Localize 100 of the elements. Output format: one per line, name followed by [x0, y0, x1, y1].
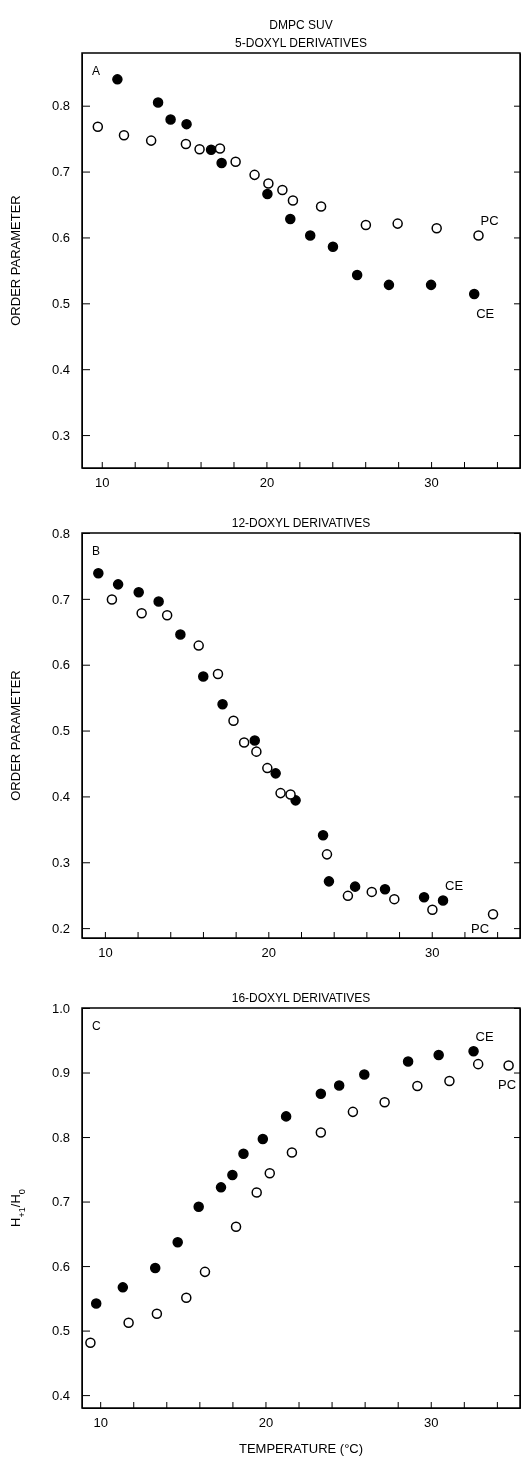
point: [216, 157, 227, 169]
point: [112, 74, 123, 85]
chart-subtitle: 5-DOXYL DERIVATIVES: [235, 36, 367, 50]
point: [106, 594, 118, 605]
point: [360, 219, 372, 231]
point: [366, 886, 378, 898]
y-tick-label: 0.5: [51, 295, 70, 311]
x-tick-label: 10: [93, 1415, 108, 1431]
y-tick-label: 0.2: [51, 920, 70, 936]
point: [473, 230, 484, 241]
point: [251, 1187, 262, 1198]
annotation: B: [92, 544, 101, 558]
point: [333, 1080, 345, 1091]
series-label: CE: [445, 878, 464, 894]
y-axis-title: ORDER PARAMETER: [8, 670, 23, 801]
point: [152, 97, 164, 108]
point: [145, 135, 157, 146]
y-tick-label: 0.7: [51, 1194, 70, 1210]
y-tick-label: 0.7: [51, 164, 70, 180]
x-tick-label: 30: [425, 945, 440, 961]
point: [133, 587, 144, 598]
point: [342, 890, 354, 902]
point: [317, 830, 329, 841]
point: [351, 269, 363, 281]
y-tick-label: 0.9: [51, 1065, 70, 1081]
point: [193, 640, 204, 651]
y-tick-label: 0.3: [51, 854, 70, 870]
point: [437, 895, 449, 906]
point: [180, 138, 192, 150]
point: [92, 121, 104, 133]
point: [238, 737, 250, 748]
point: [149, 1262, 161, 1274]
point: [412, 1080, 423, 1092]
point: [468, 1045, 479, 1057]
point: [153, 596, 164, 607]
point: [215, 1182, 227, 1193]
series-label: CE: [475, 1029, 494, 1045]
point: [193, 1201, 204, 1212]
point: [347, 1106, 359, 1118]
x-tick-label: 20: [259, 475, 275, 491]
point: [433, 1049, 444, 1061]
point: [427, 904, 438, 915]
y-tick-label: 0.8: [51, 1129, 70, 1145]
y-tick-label: 0.5: [51, 1323, 70, 1339]
point: [181, 1292, 192, 1303]
x-tick-label: 20: [261, 945, 277, 961]
point: [238, 1148, 249, 1160]
y-axis-title: ORDER PARAMETER: [8, 195, 23, 326]
point: [199, 1266, 211, 1278]
point: [418, 891, 430, 903]
point: [321, 849, 333, 860]
series-label: PC: [480, 213, 499, 229]
y-tick-label: 1.0: [51, 1000, 70, 1016]
point: [323, 876, 335, 887]
point: [172, 1236, 183, 1248]
y-tick-label: 0.3: [51, 427, 70, 443]
chart-title: DMPC SUV: [269, 18, 333, 32]
point: [175, 629, 186, 640]
point: [151, 1308, 163, 1320]
point: [117, 1282, 129, 1293]
point: [315, 201, 327, 212]
point: [181, 118, 192, 130]
point: [93, 567, 104, 579]
point: [270, 768, 281, 779]
point: [262, 762, 273, 774]
point: [280, 1111, 292, 1122]
point: [472, 1058, 484, 1070]
point: [264, 1167, 276, 1179]
y-tick-label: 0.6: [51, 230, 70, 246]
point: [444, 1075, 455, 1087]
chart-title: 12-DOXYL DERIVATIVES: [231, 516, 371, 530]
point: [123, 1317, 134, 1329]
point: [230, 156, 241, 167]
y-tick-label: 0.8: [51, 525, 70, 541]
y-tick-label: 0.4: [51, 789, 70, 805]
point: [277, 184, 288, 196]
point: [349, 881, 361, 892]
point: [161, 610, 173, 621]
y-tick-label: 0.7: [51, 591, 70, 607]
point: [90, 1298, 102, 1309]
point: [468, 288, 480, 300]
point: [85, 1337, 96, 1349]
point: [392, 218, 403, 229]
point: [487, 909, 499, 920]
annotation: A: [92, 64, 101, 78]
annotation: C: [92, 1019, 101, 1033]
y-tick-label: 0.6: [51, 657, 70, 673]
point: [262, 188, 273, 200]
point: [112, 579, 124, 590]
x-tick-label: 30: [424, 475, 439, 491]
x-tick-label: 10: [95, 475, 110, 491]
point: [285, 789, 296, 800]
point: [249, 169, 260, 181]
chart-title: 16-DOXYL DERIVATIVES: [231, 991, 371, 1005]
point: [214, 143, 226, 154]
point: [286, 1147, 298, 1158]
point: [379, 1096, 390, 1108]
y-tick-label: 0.4: [51, 361, 70, 377]
point: [402, 1056, 414, 1067]
point: [217, 698, 228, 710]
